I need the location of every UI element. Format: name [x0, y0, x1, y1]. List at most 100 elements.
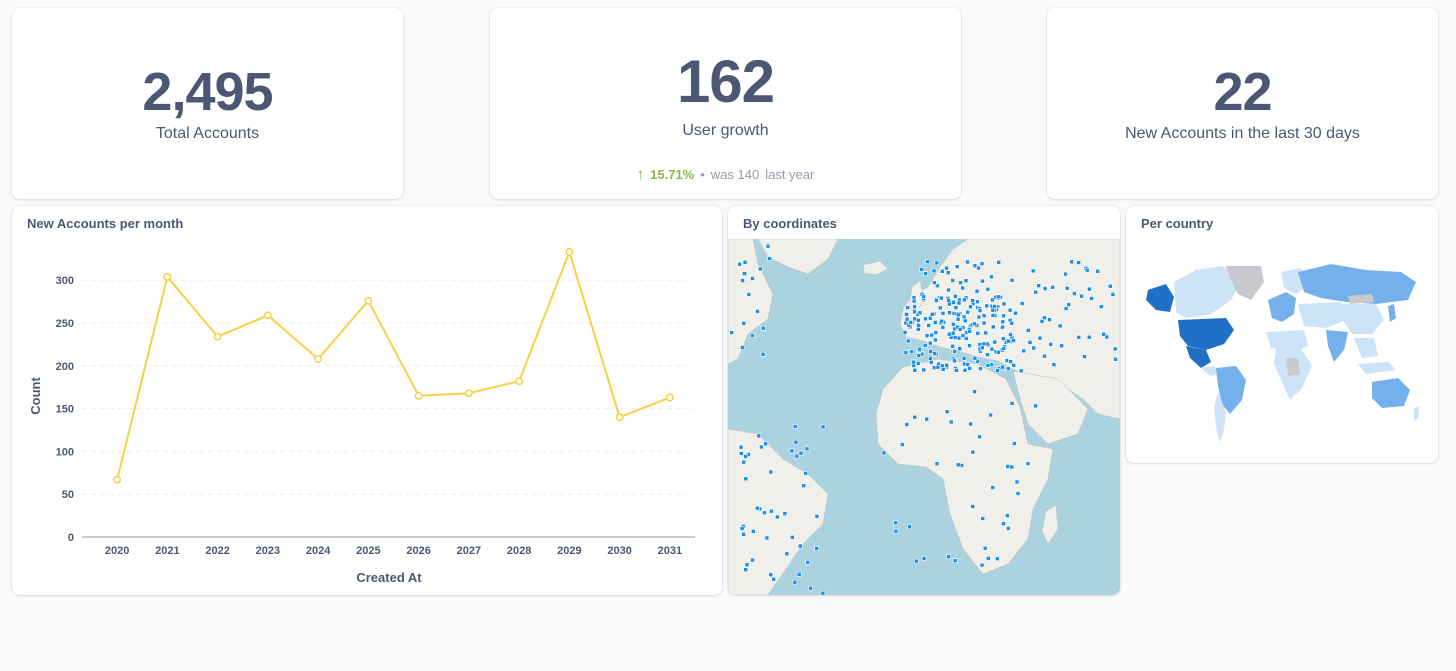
country-russia[interactable] — [1298, 264, 1416, 304]
map-pin[interactable] — [961, 356, 967, 361]
map-pin[interactable] — [939, 295, 944, 301]
map-pin[interactable] — [975, 358, 980, 364]
map-pin[interactable] — [912, 304, 917, 309]
map-pin[interactable] — [912, 309, 917, 315]
map-pin[interactable] — [975, 331, 981, 336]
map-pin[interactable] — [1069, 259, 1074, 265]
map-pin[interactable] — [1037, 335, 1043, 341]
map-pin[interactable] — [950, 278, 955, 283]
map-pin[interactable] — [1107, 283, 1113, 289]
map-pin[interactable] — [755, 309, 760, 314]
map-pin[interactable] — [803, 471, 808, 476]
map-pin[interactable] — [990, 324, 996, 330]
map-pin[interactable] — [972, 321, 977, 327]
map-pin[interactable] — [756, 433, 762, 439]
map-pin[interactable] — [1112, 346, 1118, 352]
map-pin[interactable] — [764, 535, 770, 541]
map-pin[interactable] — [1082, 354, 1087, 359]
map-pin[interactable] — [958, 280, 963, 286]
map-pin[interactable] — [981, 313, 987, 318]
country-mongolia[interactable] — [1348, 294, 1374, 304]
map-pin[interactable] — [968, 421, 973, 427]
map-pin[interactable] — [900, 442, 905, 447]
line-chart-title[interactable]: New Accounts per month — [27, 216, 184, 231]
map-pin[interactable] — [967, 328, 972, 334]
map-pin[interactable] — [972, 355, 978, 361]
map-pin[interactable] — [1050, 284, 1056, 290]
map-pin[interactable] — [750, 529, 756, 534]
country-new-zealand[interactable] — [1414, 406, 1419, 420]
data-point[interactable] — [263, 311, 272, 320]
map-pin[interactable] — [1051, 362, 1057, 367]
map-pin[interactable] — [988, 412, 993, 418]
map-pin[interactable] — [905, 338, 911, 344]
map-pin[interactable] — [1031, 345, 1037, 351]
map-pin[interactable] — [1005, 513, 1010, 518]
map-pin[interactable] — [1021, 348, 1027, 354]
map-pin[interactable] — [1057, 323, 1063, 329]
map-pin[interactable] — [931, 268, 937, 274]
map-pin[interactable] — [921, 367, 926, 373]
pin-map[interactable] — [728, 239, 1120, 595]
country-china[interactable] — [1341, 304, 1384, 334]
map-pin[interactable] — [952, 335, 958, 340]
map-pin[interactable] — [946, 554, 951, 560]
map-pin[interactable] — [924, 416, 929, 422]
map-pin[interactable] — [933, 337, 938, 343]
country-australia[interactable] — [1372, 378, 1410, 408]
map-pin[interactable] — [1110, 292, 1116, 297]
map-pin[interactable] — [976, 265, 981, 271]
map-pin[interactable] — [768, 572, 774, 577]
map-pin[interactable] — [956, 312, 961, 318]
map-pin[interactable] — [1001, 313, 1006, 319]
map-pin[interactable] — [944, 362, 949, 368]
data-point[interactable] — [113, 475, 122, 484]
map-pin[interactable] — [814, 513, 820, 519]
map-pin[interactable] — [793, 439, 799, 445]
map-pin[interactable] — [904, 312, 909, 317]
map-pin[interactable] — [933, 330, 939, 335]
choropleth-map[interactable] — [1126, 242, 1438, 462]
map-pin[interactable] — [932, 351, 937, 356]
map-pin[interactable] — [947, 301, 952, 307]
map-pin[interactable] — [1076, 335, 1082, 340]
map-pin[interactable] — [923, 316, 928, 322]
map-pin[interactable] — [1048, 342, 1054, 347]
map-pin[interactable] — [938, 305, 943, 311]
map-pin[interactable] — [1030, 268, 1036, 274]
country-japan[interactable] — [1388, 304, 1396, 322]
map-pin[interactable] — [794, 453, 800, 459]
map-pin[interactable] — [950, 330, 956, 336]
map-pin[interactable] — [925, 259, 930, 264]
new-accounts-30-card[interactable]: 22 New Accounts in the last 30 days — [1047, 8, 1438, 199]
map-pin[interactable] — [944, 265, 949, 271]
map-pin[interactable] — [808, 585, 813, 591]
map-pin[interactable] — [741, 321, 747, 326]
map-pin[interactable] — [902, 330, 908, 335]
map-pin[interactable] — [965, 362, 970, 367]
map-pin[interactable] — [750, 276, 755, 281]
map-pin[interactable] — [743, 454, 748, 459]
map-pin[interactable] — [915, 361, 921, 366]
map-pin[interactable] — [985, 555, 991, 561]
map-pin[interactable] — [965, 309, 970, 315]
map-pin[interactable] — [893, 528, 899, 534]
map-pin[interactable] — [1104, 334, 1110, 340]
map-pin[interactable] — [1036, 283, 1042, 289]
map-pin[interactable] — [921, 294, 926, 299]
map-pin[interactable] — [928, 340, 933, 346]
map-pin[interactable] — [907, 524, 912, 530]
map-pin[interactable] — [962, 318, 968, 324]
map-pin[interactable] — [968, 304, 973, 310]
map-pin[interactable] — [1014, 479, 1020, 485]
map-pin[interactable] — [1089, 296, 1094, 301]
total-accounts-card[interactable]: 2,495 Total Accounts — [12, 8, 403, 199]
map-pin[interactable] — [989, 274, 994, 280]
map-pin[interactable] — [917, 310, 923, 316]
map-pin[interactable] — [926, 323, 931, 328]
country-mexico[interactable] — [1186, 346, 1211, 368]
map-pin[interactable] — [738, 444, 744, 450]
map-pin[interactable] — [1099, 304, 1104, 309]
map-pin[interactable] — [974, 288, 980, 294]
map-pin[interactable] — [995, 294, 1001, 300]
